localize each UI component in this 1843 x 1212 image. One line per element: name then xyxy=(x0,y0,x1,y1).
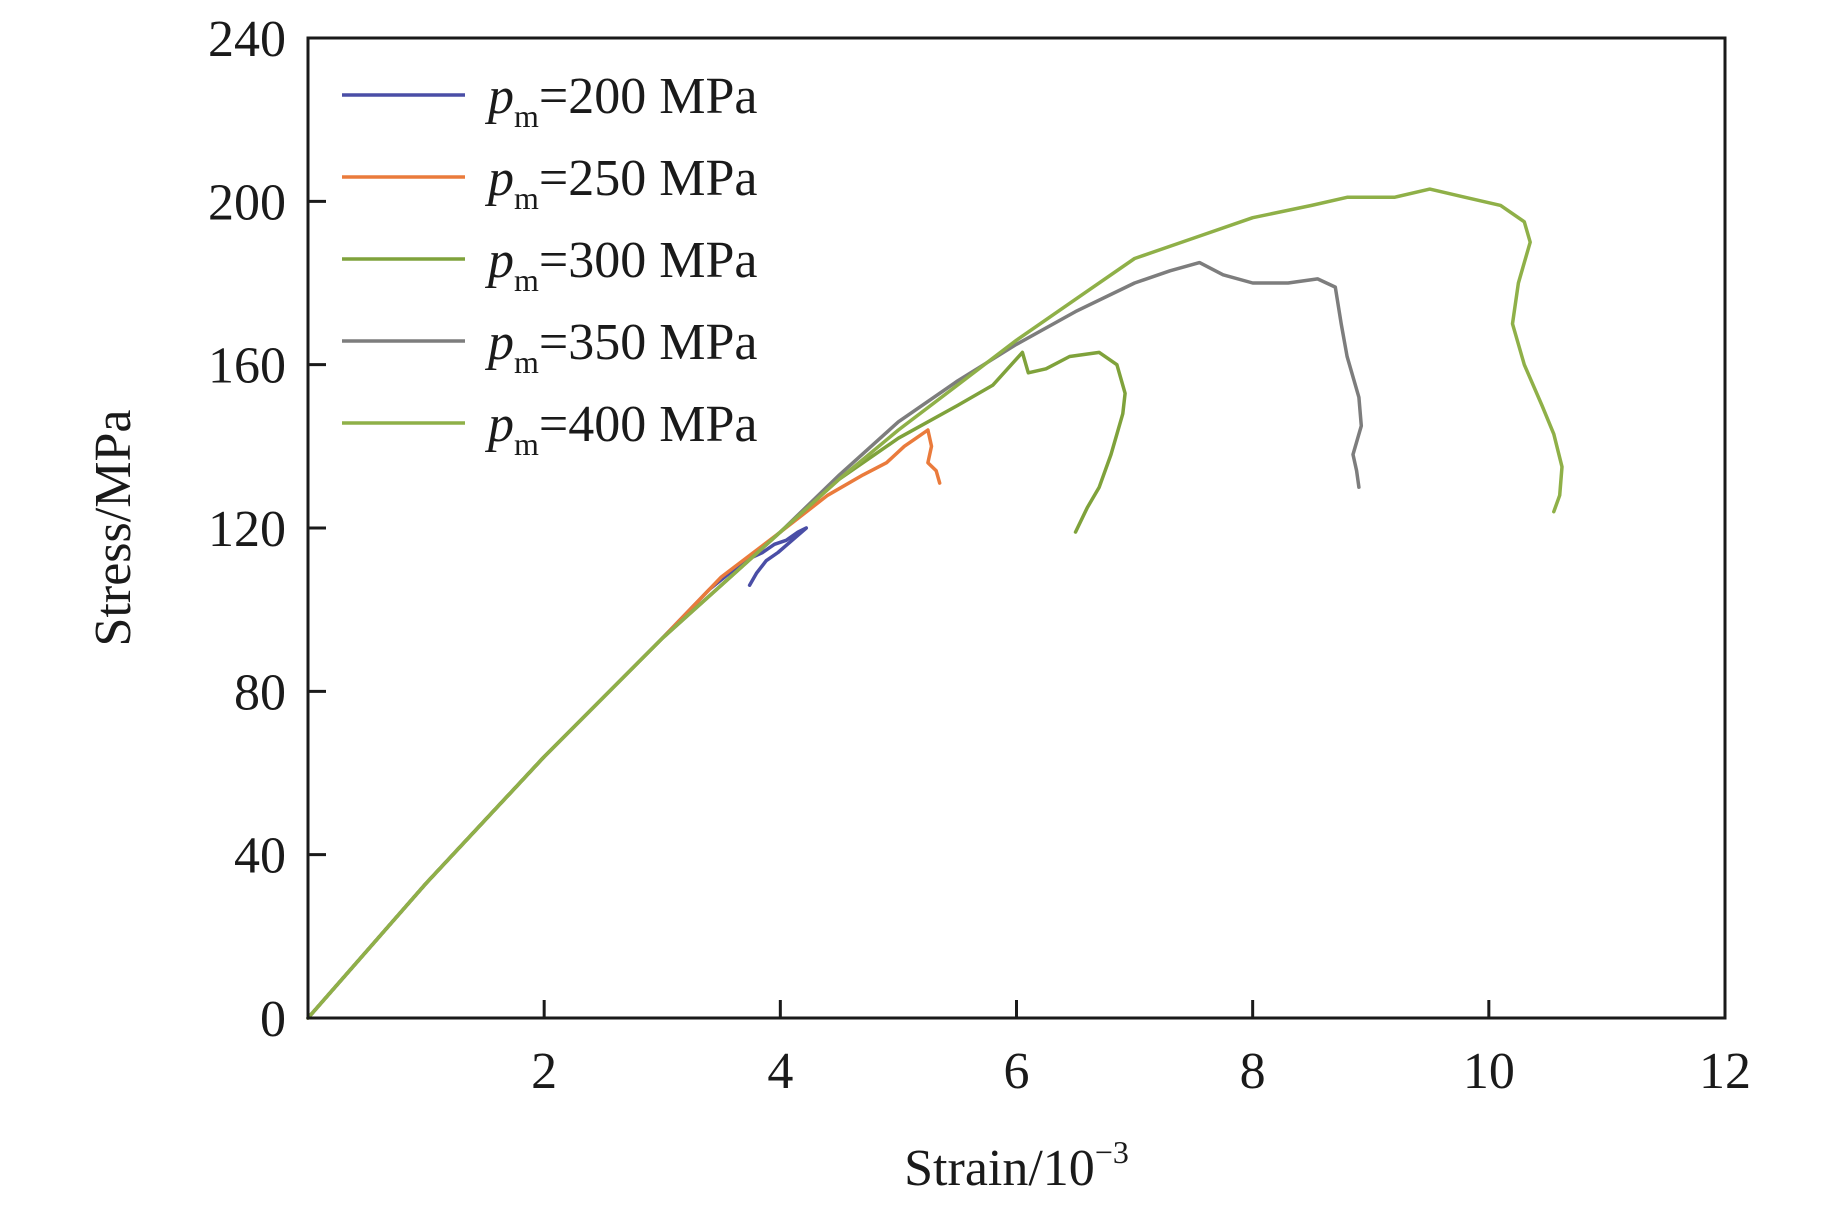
x-axis-ticks: 2 4 6 8 10 12 xyxy=(531,1000,1751,1100)
y-axis-ticks: 0 40 80 120 160 200 240 xyxy=(208,11,326,1048)
series-line-4 xyxy=(306,260,1364,1020)
series-line-1 xyxy=(306,526,809,1020)
legend-label-rest: =400 MPa xyxy=(539,396,758,453)
legend-label-sub: m xyxy=(514,180,539,216)
legend-label-rest: =200 MPa xyxy=(539,68,758,125)
legend-label-rest: =250 MPa xyxy=(539,150,758,207)
legend-label-p: p xyxy=(484,68,514,125)
y-tick-label: 40 xyxy=(234,828,286,885)
legend-label: pm=350 MPa xyxy=(484,314,757,380)
legend-label-p: p xyxy=(484,396,514,453)
legend-label-rest: =350 MPa xyxy=(539,314,758,371)
legend-label-rest: =300 MPa xyxy=(539,232,758,289)
legend-label-sub: m xyxy=(514,262,539,298)
legend-item: pm=400 MPa xyxy=(342,396,757,462)
y-axis-label: Stress/MPa xyxy=(85,410,142,647)
legend-label: pm=400 MPa xyxy=(484,396,757,462)
y-tick-label: 200 xyxy=(208,174,286,231)
x-tick-label: 12 xyxy=(1699,1043,1751,1100)
y-tick-label: 160 xyxy=(208,338,286,395)
series-line-5 xyxy=(306,187,1564,1020)
legend-label-sub: m xyxy=(514,98,539,134)
x-tick-label: 10 xyxy=(1463,1043,1515,1100)
y-tick-label: 80 xyxy=(234,664,286,721)
legend-label: pm=200 MPa xyxy=(484,68,757,134)
x-axis-label: Strain/10−3 xyxy=(904,1134,1129,1197)
x-tick-label: 2 xyxy=(531,1043,557,1100)
x-tick-label: 4 xyxy=(767,1043,793,1100)
x-axis-label-main: Strain/10 xyxy=(904,1140,1095,1197)
legend-label-p: p xyxy=(484,232,514,289)
legend-label: pm=250 MPa xyxy=(484,150,757,216)
legend-label-sub: m xyxy=(514,426,539,462)
y-tick-label: 240 xyxy=(208,11,286,68)
series-lines xyxy=(306,187,1564,1020)
legend-label-p: p xyxy=(484,314,514,371)
x-tick-label: 6 xyxy=(1004,1043,1030,1100)
legend-label: pm=300 MPa xyxy=(484,232,757,298)
x-axis-label-exponent: −3 xyxy=(1095,1134,1129,1170)
series-line-2 xyxy=(306,428,942,1020)
legend-label-p: p xyxy=(484,150,514,207)
y-tick-label: 0 xyxy=(260,991,286,1048)
legend-item: pm=200 MPa xyxy=(342,68,757,134)
legend-item: pm=250 MPa xyxy=(342,150,757,216)
y-tick-label: 120 xyxy=(208,501,286,558)
legend-item: pm=350 MPa xyxy=(342,314,757,380)
legend-label-sub: m xyxy=(514,344,539,380)
legend-item: pm=300 MPa xyxy=(342,232,757,298)
x-tick-label: 8 xyxy=(1240,1043,1266,1100)
